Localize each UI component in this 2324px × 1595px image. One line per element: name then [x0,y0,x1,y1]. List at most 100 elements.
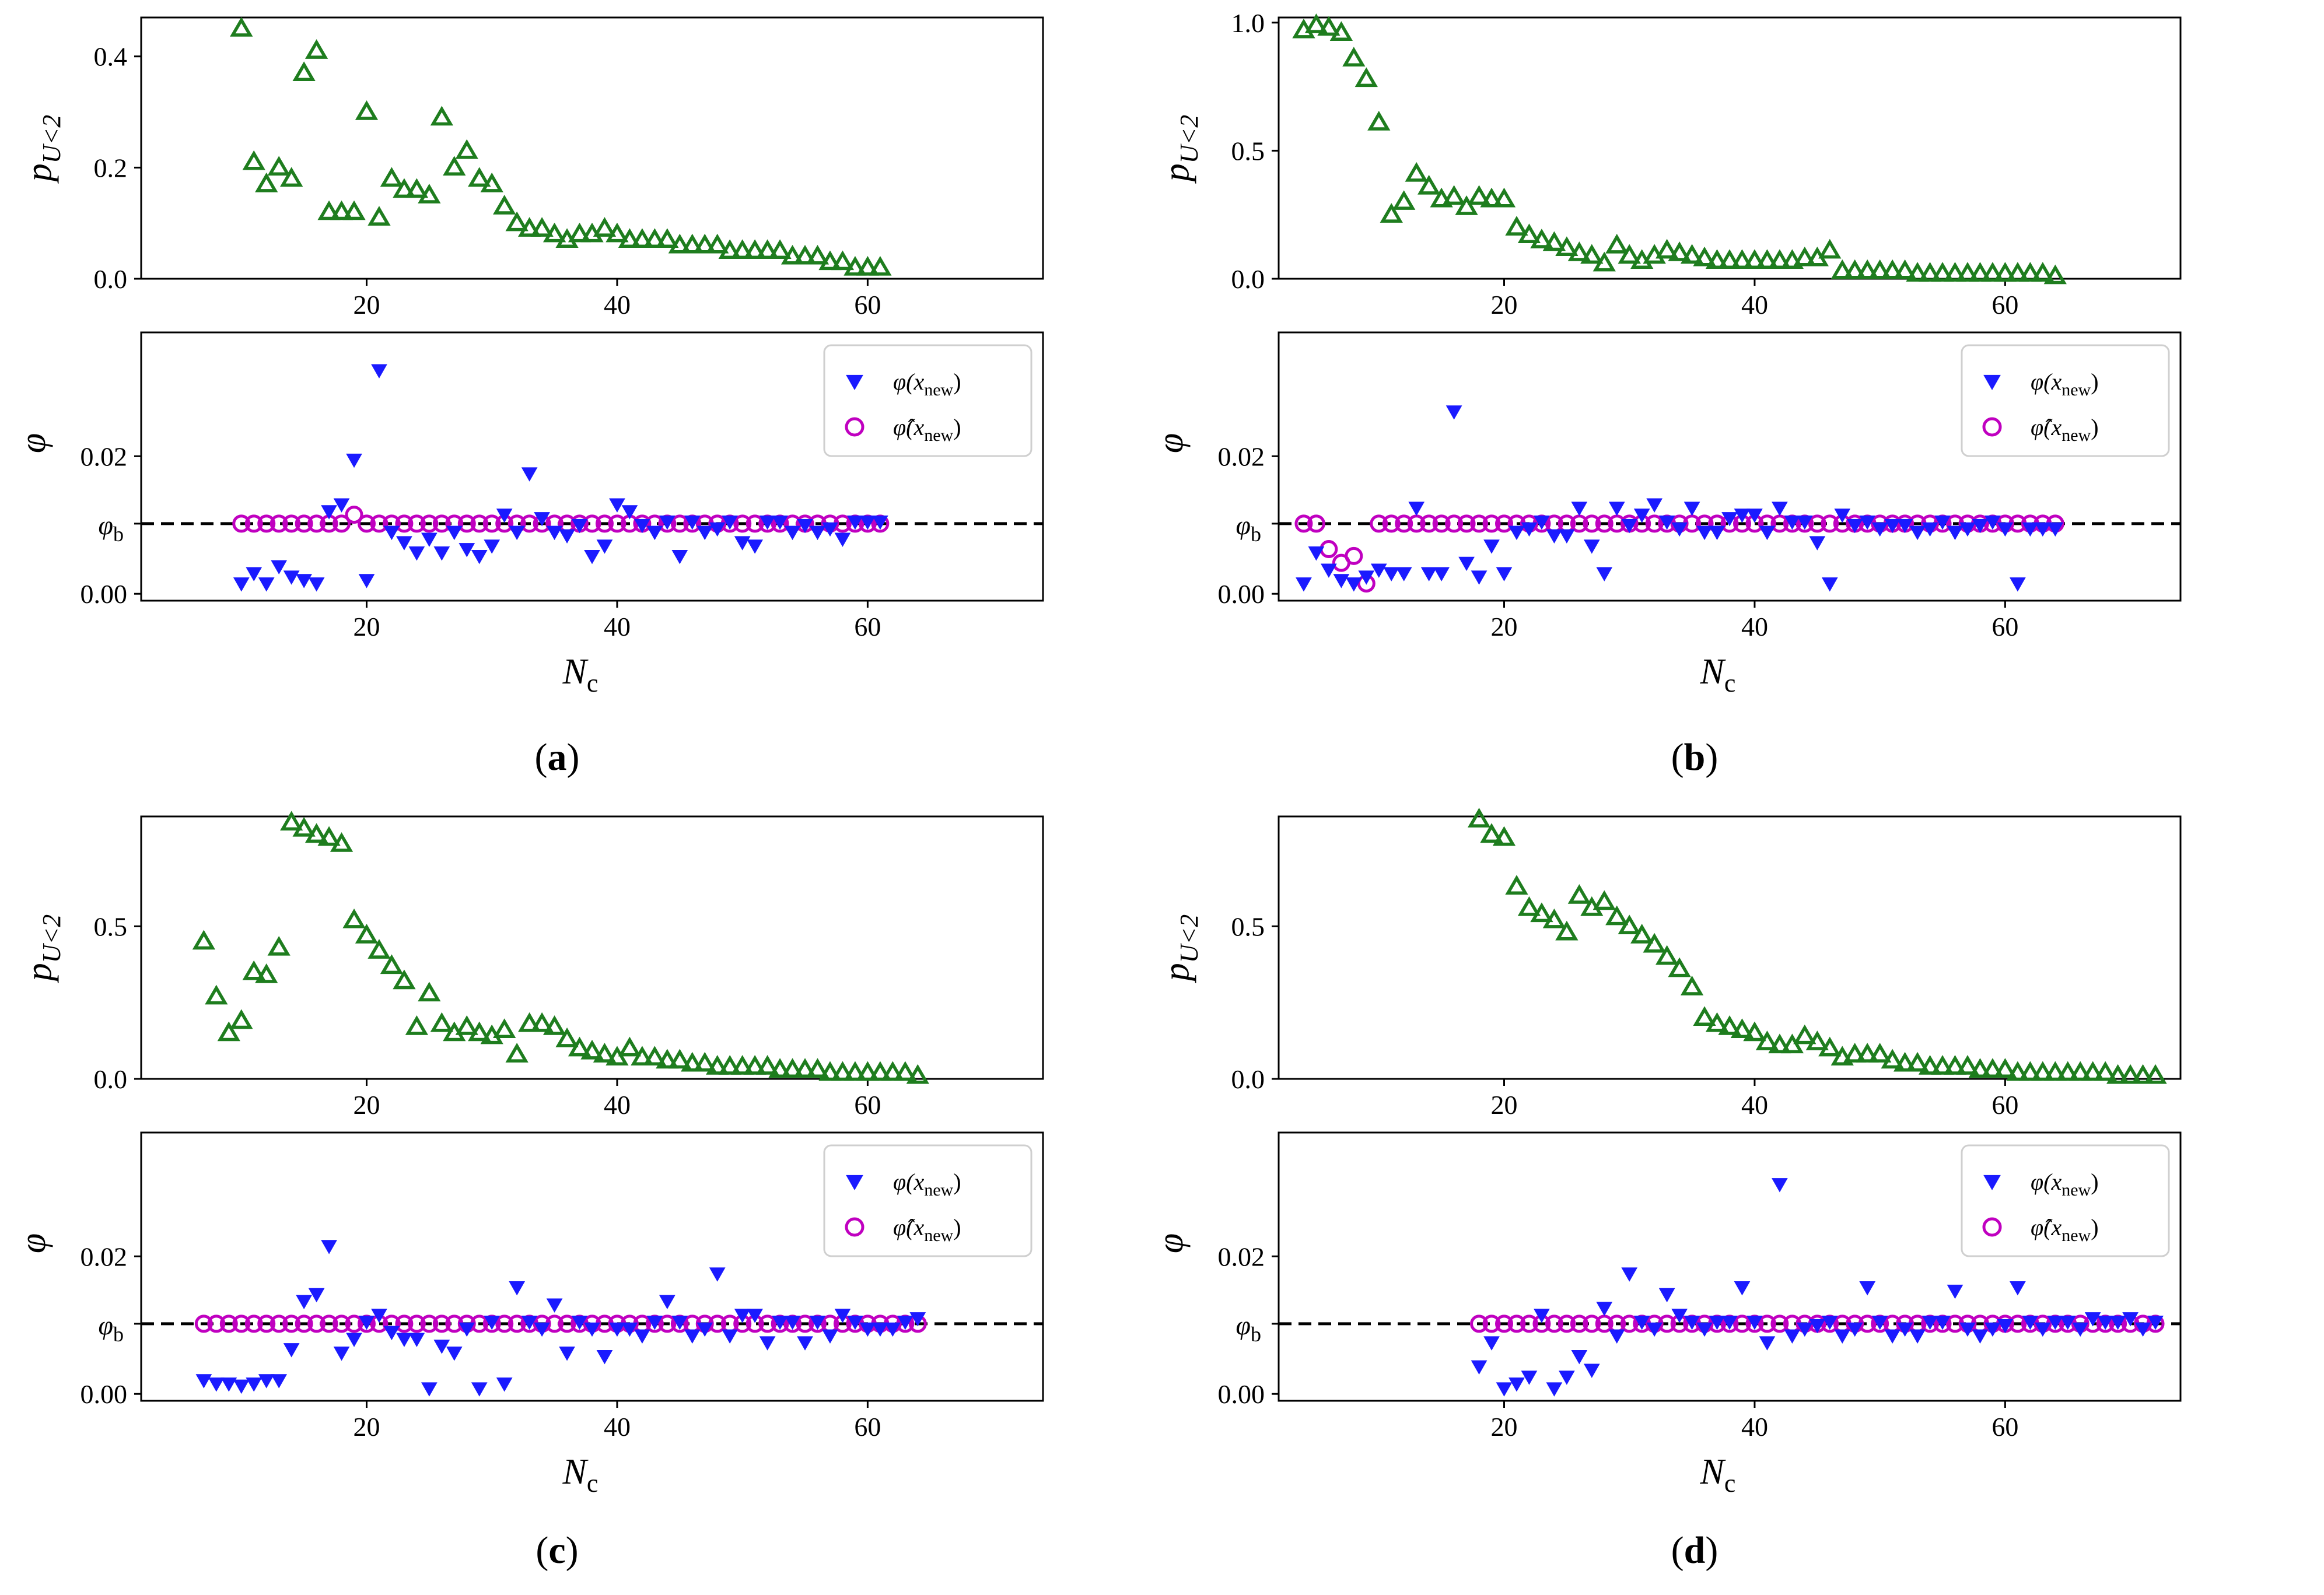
phi-point [1884,1329,1901,1344]
phi-hat-point [1732,1314,1751,1333]
bottom-y-axis-label: φ [13,433,53,453]
x-tick-label: 60 [854,290,881,320]
phi-point [1496,1382,1513,1397]
x-axis-label: Nc [1700,1452,1736,1498]
phi-point [521,1315,538,1330]
phi-point [1947,525,1964,541]
phi-point [308,577,325,592]
x-tick-label: 20 [354,612,380,641]
phi-hat-point [270,1314,288,1333]
phi-point [1621,518,1638,534]
phi-point [1834,509,1851,523]
phi-point [2010,577,2026,592]
phi-point [296,1295,312,1309]
x-tick-label: 20 [354,290,380,320]
legend-main: φ(x [2031,369,2062,395]
legend-sub: new [924,426,953,445]
caption-letter: b [1684,736,1706,779]
pU2-point [1656,945,1679,965]
phi-hat-point [282,1314,301,1333]
phi-point [246,1377,262,1392]
pU2-point [542,222,566,243]
phi-hat-point [1370,514,1388,533]
phi-hat-point [1558,1314,1576,1333]
pU2-point [643,228,666,248]
phi-hat-point [1470,514,1489,533]
phi-point [1997,1319,2014,1334]
phi-point [246,567,262,581]
pU2-point [1367,111,1391,131]
phi-point [1784,515,1801,530]
phi-point [459,543,475,558]
pU2-point [1730,249,1754,269]
top-subplot-c: 20 40 60 0.0 0.5 pU<2 [19,811,1044,1120]
phi-hat-point [1808,514,1826,533]
phi-point [1846,1322,1863,1337]
bottom-axes-frame [140,1131,1044,1402]
phi-point [1321,563,1337,578]
pU2-point [1317,16,1340,36]
phi-point [596,1349,613,1365]
pU2-point [542,1015,566,1035]
pU2-point [693,1051,716,1072]
phi-point [634,1329,650,1344]
phi-point [772,515,788,530]
pU2-point [856,255,880,276]
xlabel-main: N [562,1452,589,1492]
x-tick-label: 40 [1741,1090,1768,1120]
phi-hat-point [257,1314,276,1333]
pU2-point [405,178,429,198]
pU2-point [1656,239,1679,259]
pU2-point [242,960,265,980]
y-tick-label: 0.0 [94,1064,128,1094]
phi-hat-point [1495,1314,1513,1333]
phi-point [2059,1315,2076,1330]
pU2-point [1730,1018,1754,1038]
pU2-point [706,1055,729,1075]
phi-point [1383,567,1400,581]
x-tick-label: 40 [1741,612,1768,641]
phi-point [1884,518,1901,534]
x-tick-label: 20 [354,1412,380,1442]
phi-point [2072,1322,2089,1337]
x-tick-label: 60 [854,1412,881,1442]
phi-point [609,1322,625,1337]
phi-point [333,498,350,513]
caption-letter: c [548,1529,565,1572]
phi-point [296,574,312,588]
phi-point [671,1315,688,1330]
phi-point [396,536,412,551]
y-tick-label: 1.0 [1231,8,1265,38]
y-tick-label: 0.0 [1231,264,1265,294]
phi-hat-point [482,514,501,533]
x-tick-label: 60 [854,612,881,641]
pU2-point [518,217,541,237]
bottom-axes-frame [140,331,1044,602]
pU2-point [593,1043,617,1063]
pU2-point [1354,67,1378,87]
legend-phi-hat-marker [1982,417,2002,437]
pU2-point [1492,826,1516,846]
phi-point [684,515,701,530]
legend-sub: new [924,1226,953,1245]
pU2-point [1993,1058,2017,1078]
legend-phi-marker [846,1175,863,1191]
pU2-point [1680,244,1704,264]
phi-hat-point [1457,514,1476,533]
pU2-point [1968,1058,1992,1078]
pU2-point [1843,1043,1867,1063]
phib-main: φ [99,1310,113,1340]
pU2-point [1668,241,1691,261]
legend-phi-marker [1983,1175,2001,1191]
phi-point [1658,1288,1675,1303]
phi-hat-point [395,514,414,533]
x-tick-label: 20 [354,1090,380,1120]
x-tick-label: 40 [604,1090,631,1120]
phi-point [433,546,450,561]
phi-hat-point [320,1314,338,1333]
phi-point [709,1267,726,1282]
y-tick-label: 0.00 [1218,1379,1265,1409]
legend-frame [823,1144,1032,1257]
phi-hat-point [257,514,276,533]
phi-point [383,1326,400,1341]
